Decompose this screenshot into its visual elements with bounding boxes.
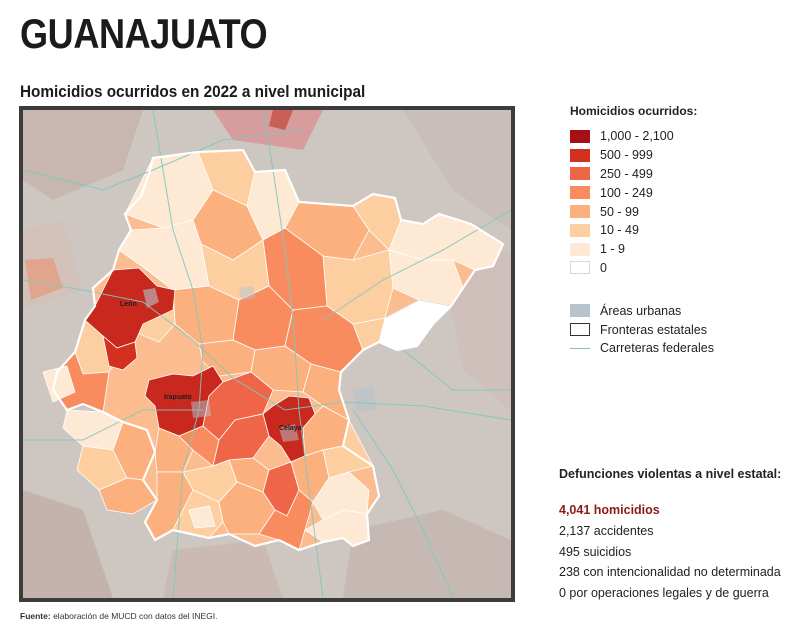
legend-borders-label: Fronteras estatales <box>600 322 707 337</box>
state-stats: Defunciones violentas a nivel estatal: 4… <box>559 467 781 607</box>
legend-classes: 1,000 - 2,100 500 - 999 250 - 499 100 - 249… <box>570 127 714 277</box>
state-title: GUANAJUATO <box>20 10 268 57</box>
legend-class-row: 250 - 499 <box>570 165 714 184</box>
legend-roads-label: Carreteras federales <box>600 341 714 356</box>
legend-class-row: 500 - 999 <box>570 146 714 165</box>
legend-swatch <box>570 186 590 200</box>
legend-swatch-urban <box>570 304 590 318</box>
legend-swatch-border <box>570 323 590 337</box>
legend-swatch <box>570 223 590 237</box>
legend-swatch <box>570 242 590 256</box>
legend-class-row: 0 <box>570 259 714 278</box>
legend-roads: Carreteras federales <box>570 339 714 358</box>
source-note: Fuente: elaboración de MUCD con datos de… <box>20 611 218 621</box>
legend-class-label: 1,000 - 2,100 <box>600 129 674 144</box>
legend-class-row: 10 - 49 <box>570 221 714 240</box>
legend-class-row: 50 - 99 <box>570 202 714 221</box>
map-frame[interactable]: León Irapuato Celaya <box>19 106 515 602</box>
legend-class-label: 100 - 249 <box>600 185 653 200</box>
city-label-celaya: Celaya <box>279 425 302 432</box>
stats-title: Defunciones violentas a nivel estatal: <box>559 467 782 481</box>
source-label: Fuente: <box>20 611 51 621</box>
legend-class-label: 50 - 99 <box>600 204 639 219</box>
legend-class-row: 100 - 249 <box>570 183 714 202</box>
stat-indeterminada: 238 con intencionalidad no determinada <box>559 565 781 580</box>
legend-borders: Fronteras estatales <box>570 320 714 339</box>
map-subtitle: Homicidios ocurridos en 2022 a nivel mun… <box>20 82 366 101</box>
legend-class-label: 10 - 49 <box>600 223 639 238</box>
source-text: elaboración de MUCD con datos del INEGI. <box>53 611 218 621</box>
legend-class-label: 1 - 9 <box>600 242 626 257</box>
stat-guerra: 0 por operaciones legales y de guerra <box>559 586 769 601</box>
legend-class-label: 0 <box>600 260 607 275</box>
legend-class-row: 1,000 - 2,100 <box>570 127 714 146</box>
legend-urban: Áreas urbanas <box>570 301 714 320</box>
map-legend: Homicidios ocurridos: 1,000 - 2,100 500 -… <box>570 104 714 358</box>
municipal-map[interactable]: León Irapuato Celaya <box>23 110 511 598</box>
legend-swatch <box>570 167 590 181</box>
legend-swatch-road <box>570 342 590 355</box>
legend-swatch <box>570 205 590 219</box>
stat-suicidios: 495 suicidios <box>559 544 632 559</box>
legend-title: Homicidios ocurridos: <box>570 104 698 118</box>
legend-swatch <box>570 129 590 143</box>
city-label-irapuato: Irapuato <box>164 394 192 401</box>
stat-homicidios: 4,041 homicidios <box>559 503 660 517</box>
legend-swatch <box>570 148 590 162</box>
legend-swatch <box>570 261 590 275</box>
city-label-leon: León <box>120 301 137 308</box>
legend-class-label: 500 - 999 <box>600 148 653 163</box>
stat-accidentes: 2,137 accidentes <box>559 523 654 538</box>
legend-class-row: 1 - 9 <box>570 240 714 259</box>
legend-class-label: 250 - 499 <box>600 166 653 181</box>
legend-urban-label: Áreas urbanas <box>600 303 682 318</box>
